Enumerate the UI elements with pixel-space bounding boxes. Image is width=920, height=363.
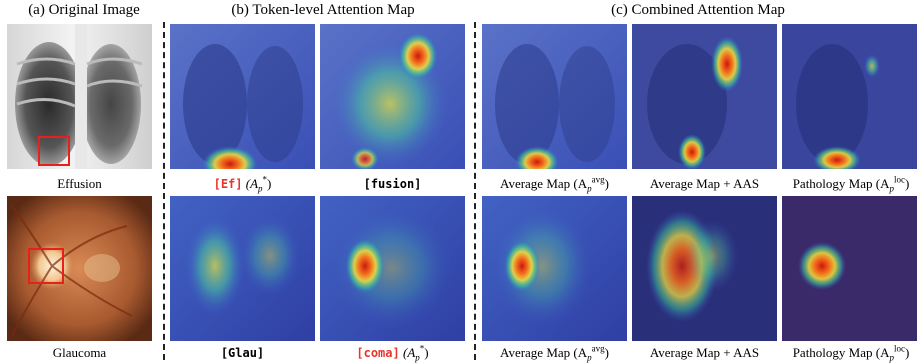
header-combined-attention: (c) Combined Attention Map: [611, 2, 785, 18]
caption-token-fusion: [fusion]: [320, 176, 465, 192]
xray-average-map: [482, 24, 627, 169]
caption-token-ef: [Ef] (Ap*): [170, 174, 315, 194]
fundus-pathology-map: [782, 196, 917, 341]
fundus-average-aas-map: [632, 196, 777, 341]
effusion-highlight-box: [38, 136, 70, 166]
fundus-token-glau-map: [170, 196, 315, 341]
caption-token-glau: [Glau]: [170, 345, 315, 361]
xray-average-aas-map: [632, 24, 777, 169]
caption-average-aas-2: Average Map + AAS: [649, 345, 760, 360]
fundus-token-coma-map: [320, 196, 465, 341]
caption-average-map-2: Average Map (Apavg): [500, 343, 609, 363]
token-ef: [Ef]: [213, 177, 243, 191]
fundus-average-map: [482, 196, 627, 341]
glaucoma-highlight-box: [28, 248, 64, 284]
token-glau: [Glau]: [220, 346, 265, 360]
caption-glaucoma: Glaucoma: [52, 345, 107, 360]
token-coma: [coma]: [356, 346, 400, 360]
xray-token-fusion-map: [320, 24, 465, 169]
caption-pathology-map-2: Pathology Map (Aploc): [792, 343, 910, 363]
xray-token-ef-map: [170, 24, 315, 169]
xray-pathology-map: [782, 24, 917, 169]
caption-token-coma: [coma] (Ap*): [356, 343, 429, 363]
xray-original-image: [7, 24, 152, 169]
caption-pathology-map-1: Pathology Map (Aploc): [792, 174, 910, 194]
caption-average-map-1: Average Map (Apavg): [500, 174, 609, 194]
math-a-star: (Ap*): [245, 174, 272, 194]
header-token-attention: (b) Token-level Attention Map: [231, 2, 415, 18]
fundus-original-image: [7, 196, 152, 341]
divider-right: [474, 22, 476, 360]
token-fusion: [fusion]: [363, 177, 422, 191]
caption-effusion: Effusion: [57, 176, 102, 191]
divider-left: [163, 22, 165, 360]
header-original-image: (a) Original Image: [28, 2, 140, 18]
caption-average-aas-1: Average Map + AAS: [649, 176, 760, 191]
